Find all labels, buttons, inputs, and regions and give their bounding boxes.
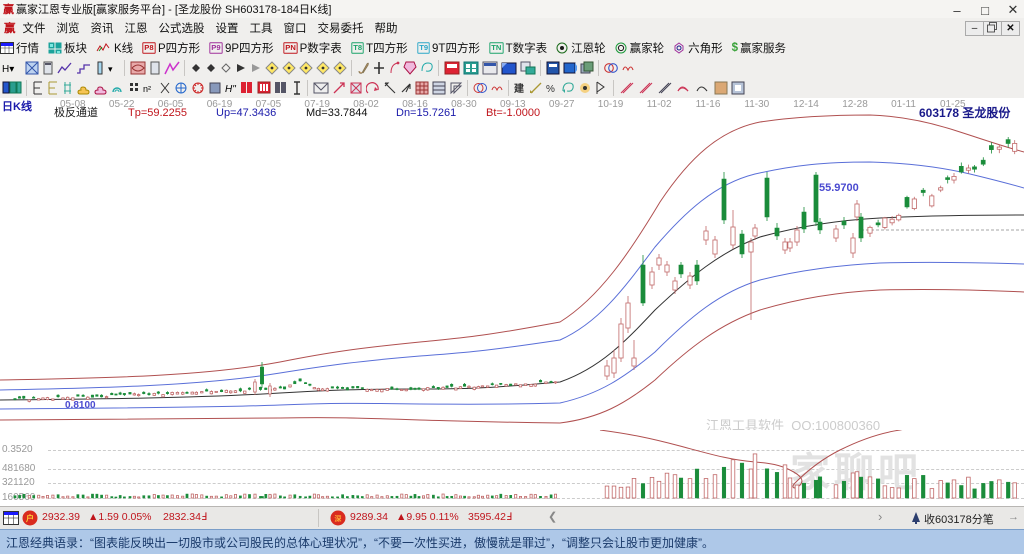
svg-text:▾: ▾ [108, 64, 113, 74]
svg-text:深: 深 [335, 514, 342, 523]
svg-text:户: 户 [26, 513, 34, 523]
svg-text:H▾: H▾ [2, 64, 14, 75]
svg-text:%: % [546, 84, 555, 95]
svg-text:建: 建 [514, 82, 525, 95]
svg-text:H": H" [225, 84, 236, 95]
svg-text:n²: n² [143, 84, 151, 94]
